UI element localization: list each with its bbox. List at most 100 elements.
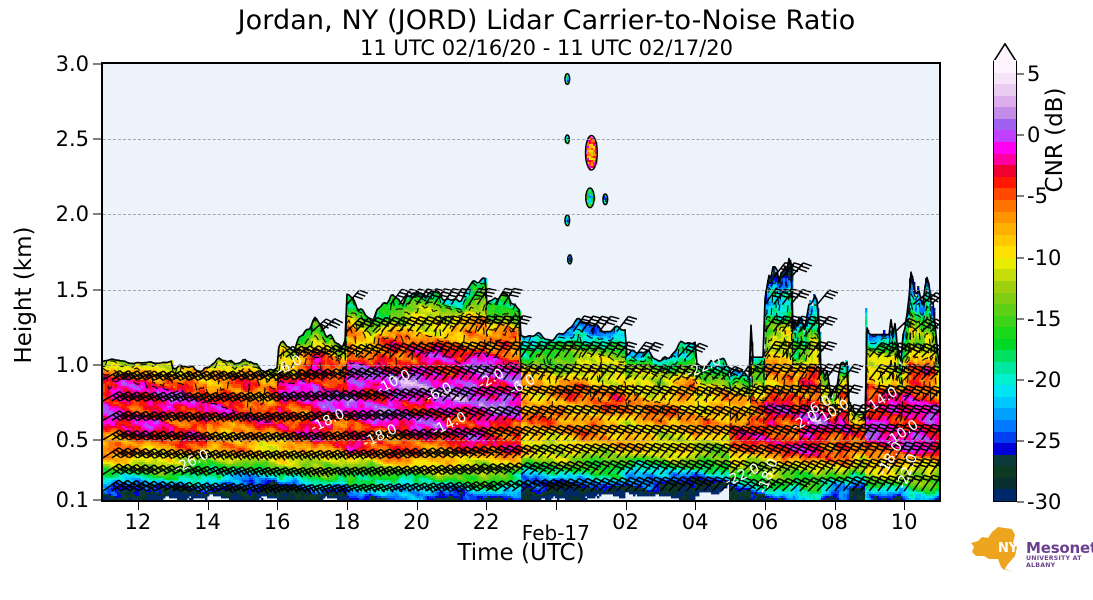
- y-tick-mark: [93, 439, 101, 441]
- y-tick-label: 3.0: [1, 52, 89, 76]
- colorbar-segment: [994, 442, 1016, 455]
- nys-mesonet-logo: NYS Mesonet UNIVERSITY AT ALBANY: [968, 524, 1093, 576]
- x-tick-mark: [207, 502, 209, 510]
- y-tick-mark: [93, 499, 101, 501]
- colorbar-segment: [994, 199, 1016, 212]
- colorbar-segment: [994, 268, 1016, 281]
- colorbar-tick-mark: [1017, 379, 1024, 381]
- y-tick-mark: [93, 364, 101, 366]
- colorbar-segment: [994, 315, 1016, 328]
- cnr-heatmap: -26.0-6.0-18.0-10.0 -6.0 -2.0 -6.0-14.0-18.…: [103, 72, 939, 500]
- colorbar-tick-mark: [1017, 318, 1024, 320]
- logo-mesonet-text: Mesonet: [1026, 539, 1093, 557]
- y-tick-mark: [93, 138, 101, 140]
- y-tick-mark: [93, 289, 101, 291]
- colorbar-tick-label: -5: [1027, 184, 1048, 208]
- colorbar-segment: [994, 349, 1016, 363]
- y-axis-label: Height (km): [11, 95, 37, 495]
- colorbar-tick-mark: [1017, 501, 1024, 503]
- colorbar-segment: [994, 222, 1016, 235]
- y-tick-label: 2.0: [1, 202, 89, 226]
- gridline: [103, 289, 939, 291]
- colorbar-segment: [994, 303, 1016, 316]
- x-tick-label: 02: [612, 510, 639, 534]
- x-tick-mark: [277, 502, 279, 510]
- colorbar-segment: [994, 164, 1016, 177]
- x-tick-mark: [695, 502, 697, 510]
- page-title: Jordan, NY (JORD) Lidar Carrier-to-Noise…: [0, 5, 1093, 36]
- y-tick-label: 0.1: [1, 488, 89, 512]
- new-york-state-icon: [971, 527, 1017, 572]
- gridline: [103, 364, 939, 366]
- colorbar-tick-mark: [1017, 195, 1024, 197]
- x-tick-mark: [904, 502, 906, 510]
- x-tick-label: 22: [473, 510, 500, 534]
- colorbar-segment: [994, 106, 1016, 119]
- x-tick-label: 16: [264, 510, 291, 534]
- colorbar-tick-label: -30: [1027, 490, 1061, 514]
- x-tick-label: Feb-17: [522, 521, 590, 545]
- x-tick-label: 10: [891, 510, 918, 534]
- colorbar-tick-label: -25: [1027, 429, 1061, 453]
- y-tick-label: 2.5: [1, 127, 89, 151]
- x-tick-label: 14: [194, 510, 221, 534]
- colorbar-segment: [994, 153, 1016, 166]
- colorbar-segment: [994, 280, 1016, 293]
- colorbar-segment: [994, 326, 1016, 339]
- colorbar-segment: [994, 95, 1016, 108]
- colorbar-segment: [994, 245, 1016, 258]
- colorbar-tick-label: -20: [1027, 368, 1061, 392]
- colorbar-tick-label: -10: [1027, 246, 1061, 270]
- y-tick-label: 1.5: [1, 278, 89, 302]
- y-tick-mark: [93, 213, 101, 215]
- logo-university-text: UNIVERSITY AT ALBANY: [1026, 555, 1088, 569]
- colorbar-segment: [994, 338, 1016, 351]
- x-tick-mark: [764, 502, 766, 510]
- colorbar-segment: [994, 72, 1016, 85]
- colorbar-tick-label: 5: [1027, 62, 1040, 86]
- colorbar-segment: [994, 129, 1016, 143]
- colorbar-tick-mark: [1017, 134, 1024, 136]
- x-tick-mark: [346, 502, 348, 510]
- x-tick-mark: [416, 502, 418, 510]
- colorbar-segment: [994, 141, 1016, 154]
- colorbar-segment: [994, 407, 1016, 420]
- x-tick-mark: [834, 502, 836, 510]
- colorbar-segment: [994, 176, 1016, 189]
- x-tick-label: 06: [751, 510, 778, 534]
- colorbar-segment: [994, 257, 1016, 270]
- colorbar-segment: [994, 419, 1016, 432]
- y-tick-label: 1.0: [1, 353, 89, 377]
- colorbar-segment: [994, 210, 1016, 224]
- page-subtitle: 11 UTC 02/16/20 - 11 UTC 02/17/20: [0, 36, 1093, 60]
- gridline: [103, 139, 939, 141]
- y-tick-mark: [93, 63, 101, 65]
- gridline: [103, 214, 939, 216]
- colorbar[interactable]: 5 0 -5 -10 -15 -20 -25 -30: [993, 43, 1061, 514]
- colorbar-extend-arrow: [993, 43, 1017, 62]
- x-axis-label: Time (UTC): [101, 540, 941, 566]
- x-tick-label: 20: [403, 510, 430, 534]
- x-tick-mark: [555, 502, 557, 510]
- x-tick-label: 12: [124, 510, 151, 534]
- colorbar-segment: [994, 187, 1016, 200]
- x-tick-label: 08: [821, 510, 848, 534]
- colorbar-tick-mark: [1017, 440, 1024, 442]
- colorbar-segment: [994, 60, 1016, 73]
- colorbar-tick-label: -15: [1027, 307, 1061, 331]
- wind-barbs: [103, 261, 939, 495]
- colorbar-segment: [994, 118, 1016, 131]
- colorbar-segment: [994, 488, 1016, 501]
- x-tick-mark: [486, 502, 488, 510]
- x-tick-mark: [137, 502, 139, 510]
- logo-nys-text: NYS: [998, 541, 1027, 556]
- gridline: [103, 439, 939, 441]
- colorbar-tick-label: 0: [1027, 123, 1040, 147]
- colorbar-tick-mark: [1017, 73, 1024, 75]
- colorbar-segment: [994, 454, 1016, 467]
- colorbar-segment: [994, 396, 1016, 409]
- colorbar-gradient: [993, 60, 1017, 502]
- plot-area[interactable]: -26.0 -6.0 -18.0 -10.0 -6.0 -2.0 -6.0 -14.0 -18.…: [101, 62, 941, 502]
- x-tick-label: 04: [682, 510, 709, 534]
